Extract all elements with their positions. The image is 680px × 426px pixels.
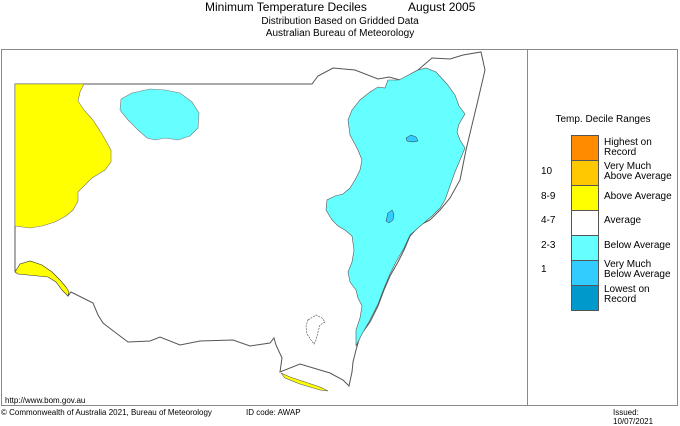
legend-swatch-highest <box>572 136 598 161</box>
legend-range-1: 1 <box>541 264 547 275</box>
legend-range-8-9: 8-9 <box>541 191 556 202</box>
nsw-decile-map <box>14 51 486 392</box>
legend-label-above: Above Average <box>604 191 672 202</box>
legend-swatch-lowest <box>572 286 598 310</box>
legend-label-very-much-below: Very Much Below Average <box>604 259 671 280</box>
legend-divider <box>527 49 528 406</box>
legend-swatch-very-much-below <box>572 261 598 286</box>
very-much-below-average-1 <box>405 134 419 143</box>
above-average-south <box>280 372 329 392</box>
legend-label-below: Below Average <box>604 240 671 251</box>
legend-range-2-3: 2-3 <box>541 240 556 251</box>
subtitle-line-2: Australian Bureau of Meteorology <box>265 28 415 39</box>
legend-label-lowest: Lowest on Record <box>604 284 650 305</box>
legend-swatch-very-much-above <box>572 161 598 186</box>
copyright-notice: © Commonwealth of Australia 2021, Bureau… <box>1 408 212 417</box>
legend-label-highest: Highest on Record <box>604 137 652 158</box>
legend-color-scale <box>571 135 599 311</box>
legend-label-very-much-above: Very Much Above Average <box>604 161 672 182</box>
legend-swatch-average <box>572 211 598 236</box>
bom-url-link[interactable]: http://www.bom.gov.au <box>5 396 86 405</box>
legend-label-average: Average <box>604 215 642 226</box>
subtitle-line-1: Distribution Based on Gridded Data <box>261 16 419 27</box>
id-code: ID code: AWAP <box>246 408 301 417</box>
issued-date: Issued: 10/07/2021 <box>613 408 654 426</box>
map-title-row: Minimum Temperature Deciles August 2005 <box>0 0 680 16</box>
below-average-northwest <box>119 88 200 141</box>
legend-swatch-below <box>572 236 598 261</box>
act-outline <box>305 314 326 345</box>
below-average-east <box>325 67 466 347</box>
map-subtitle: Distribution Based on Gridded Data Austr… <box>0 16 680 40</box>
above-average-west <box>14 83 112 229</box>
legend-swatch-above <box>572 186 598 211</box>
very-much-below-average-2 <box>385 209 395 224</box>
above-average-southwest <box>14 260 70 297</box>
legend-title: Temp. Decile Ranges <box>555 114 651 125</box>
legend-range-10: 10 <box>541 166 553 177</box>
map-frame <box>1 49 678 406</box>
legend-range-4-7: 4-7 <box>541 215 556 226</box>
map-title: Minimum Temperature Deciles <box>205 0 367 14</box>
map-period: August 2005 <box>408 0 476 14</box>
